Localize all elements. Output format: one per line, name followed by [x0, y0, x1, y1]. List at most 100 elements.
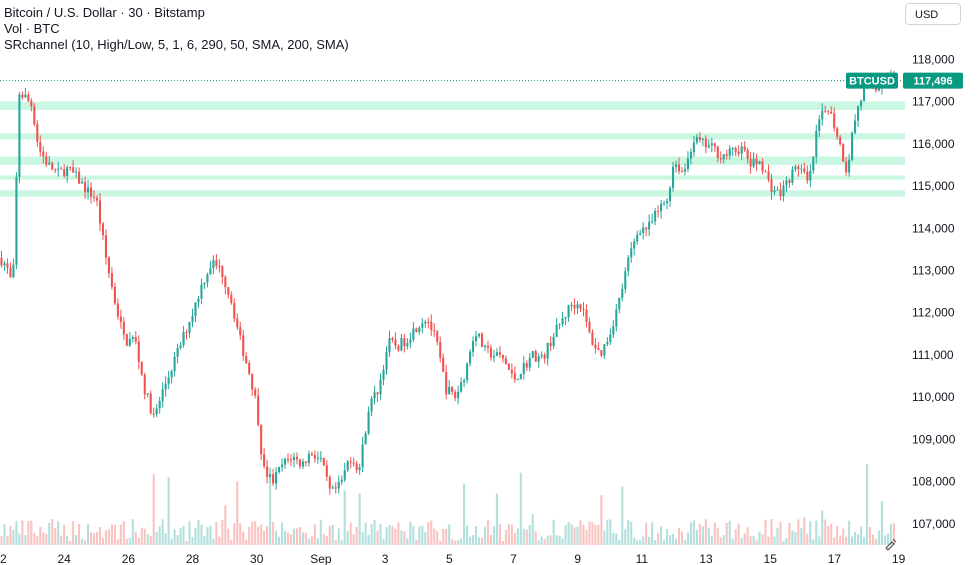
- volume-bar: [27, 521, 30, 545]
- volume-bar: [212, 538, 215, 545]
- volume-bar: [621, 486, 624, 545]
- candle-body: [131, 337, 134, 340]
- volume-bar: [579, 520, 582, 545]
- candle-body: [660, 203, 663, 212]
- volume-bar: [373, 520, 376, 545]
- volume-bar: [674, 538, 678, 545]
- srchannel-indicator-label[interactable]: SRchannel (10, High/Low, 5, 1, 6, 290, 5…: [4, 37, 349, 52]
- candle-body: [125, 334, 128, 346]
- candle-body: [752, 158, 755, 167]
- sr-channel-3: [0, 175, 905, 180]
- settings-icon[interactable]: [885, 538, 897, 551]
- y-tick-label: 112,000: [912, 306, 955, 320]
- candle-body: [582, 308, 585, 310]
- candle-body: [543, 354, 546, 359]
- candle-body: [334, 487, 337, 489]
- price-axis[interactable]: 107,000 108,000 109,000 110,000 111,000 112,0…: [912, 52, 956, 531]
- volume-bar: [651, 522, 654, 545]
- candle-body: [546, 342, 549, 359]
- candle-body: [263, 454, 266, 467]
- volume-bar: [824, 519, 827, 545]
- candle-body: [854, 120, 857, 133]
- candle-body: [877, 87, 881, 91]
- candle-body: [119, 316, 122, 322]
- candle-body: [167, 377, 170, 384]
- volume-bar: [355, 527, 358, 545]
- volume-bar: [128, 538, 131, 545]
- volume-bar: [382, 539, 385, 545]
- volume-bar: [642, 536, 645, 545]
- candle-body: [576, 304, 579, 309]
- candle-body: [60, 168, 63, 170]
- symbol-tag: [846, 72, 898, 89]
- volume-bar: [200, 524, 203, 545]
- volume-bar: [785, 538, 788, 545]
- candle-body: [836, 128, 839, 137]
- volume-bar: [272, 521, 275, 545]
- volume-bar: [146, 534, 149, 545]
- candle-body: [310, 453, 313, 456]
- candle-body: [92, 196, 96, 198]
- volume-bar: [0, 536, 3, 545]
- y-tick-label: 107,000: [912, 517, 956, 531]
- candle-body: [683, 168, 687, 172]
- volume-bar: [531, 514, 534, 545]
- time-axis[interactable]: 22 24 26 28 30 Sep 3 5 7 9 11 13 15 17 19: [0, 552, 906, 565]
- volume-bar: [182, 525, 185, 545]
- candle-body: [251, 373, 254, 390]
- volume-bar: [874, 539, 878, 545]
- candle-body: [767, 171, 770, 180]
- candle-body: [283, 459, 287, 465]
- volume-bar: [42, 532, 45, 545]
- volume-bar: [469, 536, 472, 545]
- volume-bar: [433, 528, 436, 545]
- candle-body: [833, 113, 836, 129]
- candle-body: [743, 146, 746, 150]
- candle-body: [555, 324, 558, 337]
- volume-bar: [75, 535, 78, 545]
- candle-body: [534, 351, 537, 362]
- currency-button[interactable]: USD: [905, 3, 961, 25]
- candle-body: [304, 461, 307, 463]
- candle-body: [573, 304, 576, 309]
- volume-bar: [585, 529, 588, 545]
- volume-bar: [862, 536, 866, 545]
- volume-bar: [275, 530, 278, 545]
- candle-body: [460, 382, 463, 392]
- candle-body: [567, 305, 570, 318]
- candle-body: [851, 132, 854, 160]
- volume-bar: [269, 482, 272, 545]
- volume-bar: [445, 528, 448, 545]
- y-tick-label: 111,000: [912, 348, 954, 362]
- candle-body: [815, 131, 818, 157]
- candle-body: [409, 339, 412, 343]
- candle-body: [280, 464, 284, 468]
- volume-bar: [722, 535, 725, 545]
- volume-bar: [883, 535, 886, 545]
- volume-bar: [107, 529, 110, 545]
- candle-body: [630, 248, 633, 258]
- candle-body: [289, 459, 293, 461]
- volume-bar: [36, 535, 39, 545]
- volume-indicator-label[interactable]: Vol · BTC: [4, 21, 60, 36]
- candle-body: [24, 94, 27, 98]
- candle-body: [689, 151, 692, 159]
- symbol-title[interactable]: Bitcoin / U.S. Dollar · 30 · Bitstamp: [4, 5, 205, 20]
- volume-bar: [519, 472, 522, 545]
- volume-bar: [716, 527, 719, 545]
- candle-body: [495, 352, 498, 356]
- volume-bar: [15, 520, 18, 545]
- volume-bar: [815, 520, 818, 545]
- volume-bar: [45, 533, 48, 545]
- candle-body: [513, 373, 516, 380]
- volume-bar: [349, 522, 352, 545]
- volume-bar: [794, 532, 797, 545]
- candle-body: [397, 345, 400, 351]
- candle-body: [770, 179, 773, 193]
- candle-body: [609, 334, 612, 342]
- volume-bar: [215, 521, 218, 545]
- candle-body: [713, 143, 716, 147]
- candle-body: [42, 151, 45, 157]
